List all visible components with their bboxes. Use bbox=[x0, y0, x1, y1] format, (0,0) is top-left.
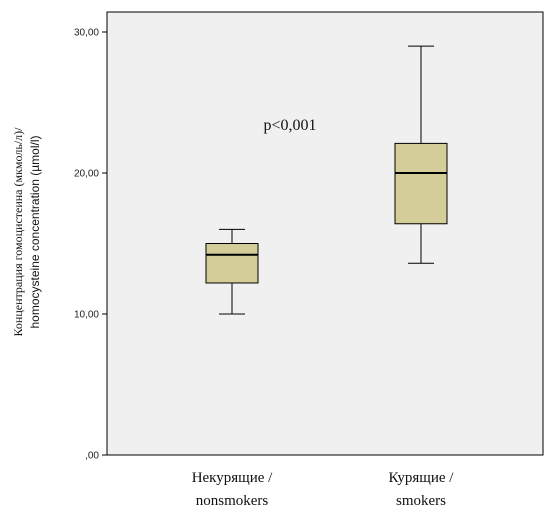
y-tick-label: 20,00 bbox=[74, 169, 99, 180]
y-tick-label: 30,00 bbox=[74, 28, 99, 39]
iqr-box bbox=[394, 142, 448, 225]
plot-area bbox=[106, 11, 544, 456]
y-axis: ,00 10,00 20,00 30,00 bbox=[74, 28, 107, 462]
category-label-line1: Курящие / bbox=[389, 470, 455, 486]
category-label-line1: Некурящие / bbox=[192, 470, 273, 486]
p-value-annotation: p<0,001 bbox=[263, 117, 316, 134]
y-tick-label: 10,00 bbox=[74, 310, 99, 321]
y-axis-title-line1: Концентрация гомоцистеина (мкмоль/л)/ bbox=[11, 127, 25, 337]
y-axis-title: Концентрация гомоцистеина (мкмоль/л)/ ho… bbox=[11, 127, 42, 337]
iqr-box bbox=[205, 243, 259, 284]
box-group-0 bbox=[205, 228, 259, 315]
category-label-line2: nonsmokers bbox=[196, 493, 269, 509]
box-group-1 bbox=[394, 45, 448, 264]
y-axis-title-line2: homocysteine concentration (µmol/l) bbox=[28, 136, 42, 329]
boxes bbox=[205, 45, 448, 315]
category-label-line2: smokers bbox=[396, 493, 446, 509]
y-tick-label: ,00 bbox=[85, 451, 99, 462]
x-axis-labels: Некурящие / nonsmokers Курящие / smokers bbox=[192, 470, 455, 509]
